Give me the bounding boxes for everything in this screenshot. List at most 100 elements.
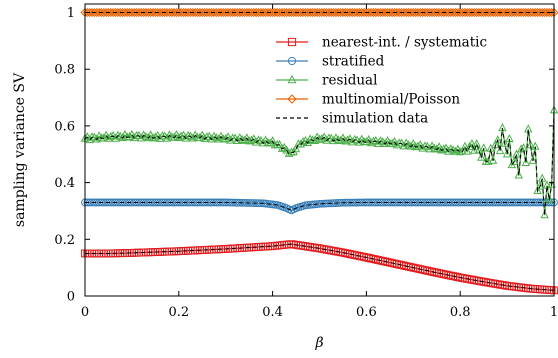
series-point-stratified (271, 200, 279, 209)
series-point-residual (183, 130, 193, 139)
series-point-residual (195, 132, 205, 141)
series-point-residual (535, 181, 545, 190)
series-point-residual (444, 146, 453, 155)
simulation-line-residual (84, 110, 555, 216)
series-point-residual (484, 156, 493, 165)
series-point-residual (198, 130, 207, 139)
series-point-residual (514, 170, 524, 179)
x-tick-label: 0.2 (168, 305, 189, 320)
series-point-residual (516, 144, 526, 153)
series-point-residual (362, 137, 371, 146)
series-point-residual (458, 146, 467, 155)
series-point-residual (413, 141, 423, 150)
series-point-residual (479, 143, 488, 152)
series-point-residual (460, 141, 470, 150)
plot-area (80, 7, 558, 295)
series-point-residual (521, 157, 531, 167)
series-point-residual (99, 133, 108, 142)
series-point-residual (249, 134, 259, 143)
legend-entry-stratified: stratified (276, 54, 385, 70)
series-point-residual (298, 136, 308, 145)
y-tick-label: 0.8 (54, 63, 75, 78)
series-point-residual (439, 144, 449, 153)
legend-label-stratified: stratified (322, 54, 385, 70)
series-point-residual (387, 138, 397, 147)
series-point-residual (493, 135, 502, 144)
series-point-residual (512, 149, 521, 158)
series-point-residual (364, 134, 373, 144)
legend-entry-residual: residual (276, 73, 377, 89)
series-multinomial-poisson (80, 7, 558, 18)
series-point-residual (500, 138, 509, 147)
series-point-residual (432, 144, 441, 153)
series-point-residual (455, 147, 465, 156)
series-point-residual (350, 134, 359, 143)
series-point-residual (390, 136, 399, 145)
series-point-residual (441, 143, 451, 152)
legend-marker-multinomial-poisson (287, 94, 297, 104)
series-point-residual (169, 132, 179, 141)
series-residual (80, 105, 558, 219)
legend-entry-nearest-int-systematic: nearest-int. / systematic (276, 35, 487, 51)
series-point-residual (176, 131, 186, 140)
x-tick-label: 0.4 (262, 305, 283, 320)
legend-entry-simulation-data: simulation data (276, 111, 428, 127)
axes-frame (84, 3, 555, 297)
legend-label-multinomial-poisson: multinomial/Poisson (322, 92, 460, 108)
series-point-residual (465, 141, 474, 150)
series-point-residual (538, 173, 547, 182)
series-point-residual (420, 141, 430, 150)
legend-marker-stratified (287, 56, 297, 66)
legend-label-residual: residual (322, 73, 377, 89)
y-tick-label: 0 (67, 290, 75, 305)
series-point-residual (399, 141, 409, 150)
simulation-line-nearest-int-systematic (85, 243, 555, 291)
series-point-residual (488, 155, 498, 164)
series-point-residual (275, 139, 284, 149)
series-point-residual (291, 144, 301, 153)
simulation-line-stratified (85, 201, 554, 211)
x-axis-label: β (314, 335, 323, 351)
y-tick-label: 0.4 (54, 176, 75, 191)
series-point-residual (254, 135, 263, 144)
series-point-residual (268, 136, 277, 145)
series-point-residual (547, 179, 556, 188)
series-point-residual (305, 134, 315, 143)
series-point-residual (472, 139, 481, 148)
series-point-residual (531, 141, 540, 150)
y-axis-label: sampling variance SV (12, 72, 28, 227)
legend-label-nearest-int-systematic: nearest-int. / systematic (322, 35, 487, 51)
axes: 0 0.2 0.4 0.6 0.8 1 0 0.2 0.4 0.6 0.8 1 (54, 3, 558, 320)
series-point-residual (144, 133, 153, 142)
series-point-residual (282, 145, 291, 154)
series-point-residual (545, 194, 554, 203)
series-point-residual (540, 210, 549, 219)
x-tick-label: 0.6 (356, 305, 377, 320)
series-stratified (81, 198, 558, 215)
x-tick-label: 0 (81, 305, 89, 320)
series-point-residual (319, 132, 329, 141)
series-point-residual (125, 131, 134, 141)
series-point-residual (223, 132, 233, 141)
x-tick-label: 1 (550, 305, 558, 320)
legend-label-simulation-data: simulation data (322, 111, 428, 127)
series-point-residual (495, 145, 505, 155)
series-point-residual (434, 142, 444, 151)
legend-marker-nearest-int-systematic (287, 37, 297, 47)
series-point-residual (463, 146, 472, 155)
y-tick-label: 0.6 (54, 119, 75, 134)
legend-entry-multinomial-poisson: multinomial/Poisson (276, 92, 460, 108)
series-point-residual (470, 145, 479, 154)
legend-marker-residual (287, 74, 297, 84)
series-nearest-int-systematic (81, 240, 558, 295)
series-point-residual (477, 152, 486, 161)
series-point-residual (509, 156, 519, 165)
y-tick-label: 1 (67, 6, 75, 21)
y-tick-label: 0.2 (54, 233, 75, 248)
series-point-residual (416, 140, 425, 149)
series-point-residual (467, 138, 477, 148)
series-point-residual (502, 149, 512, 158)
x-tick-label: 0.8 (450, 305, 471, 320)
legend: nearest-int. / systematic stratified resid… (276, 35, 487, 127)
